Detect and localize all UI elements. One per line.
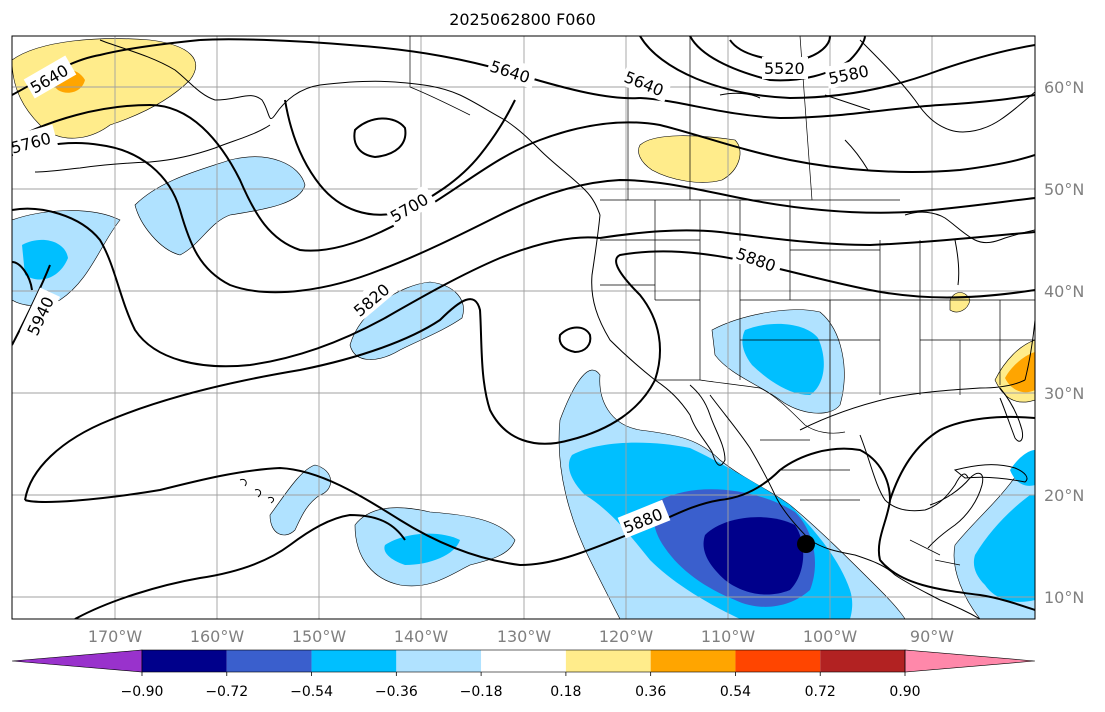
lat-tick-labels: 60°N 50°N 40°N 30°N 20°N 10°N (1044, 78, 1084, 607)
colorbar-tick-label: −0.90 (121, 684, 164, 700)
lon-tick-label: 170°W (88, 627, 143, 646)
lon-tick-labels: 170°W 160°W 150°W 140°W 130°W 120°W 110°… (88, 627, 954, 646)
lon-tick-label: 140°W (394, 627, 449, 646)
coastlines (34, 39, 1035, 619)
lat-tick-label: 20°N (1044, 486, 1084, 505)
colorbar-tick-label: 0.36 (635, 684, 666, 700)
shade-area-southeast-core (1005, 352, 1035, 393)
colorbar-tick-label: −0.72 (205, 684, 248, 700)
colorbar-tick-label: −0.36 (375, 684, 418, 700)
shade-area-caribbean-north (1010, 450, 1035, 486)
colorbar-tick-label: 0.90 (889, 684, 920, 700)
lon-tick-label: 100°W (803, 627, 858, 646)
contour-5880-cont (889, 415, 1035, 501)
colorbar-segment (565, 650, 651, 672)
lat-tick-label: 30°N (1044, 384, 1084, 403)
hawaii-islands (239, 479, 275, 504)
colorbar-tick-label: −0.18 (460, 684, 503, 700)
great-lakes (904, 211, 1035, 244)
contour-5580 (639, 36, 1035, 100)
colorbar-tick-label: 0.54 (720, 684, 751, 700)
central-america (894, 574, 981, 619)
colorbar-extend-left (11, 649, 143, 673)
shade-area-canada (638, 135, 741, 183)
contour-5760 (12, 142, 1035, 294)
colorbar-tick-label: 0.18 (550, 684, 581, 700)
lon-tick-label: 90°W (910, 627, 954, 646)
baja-california (689, 384, 726, 466)
east-coast (1024, 319, 1035, 381)
lat-tick-label: 60°N (1044, 78, 1084, 97)
lon-tick-label: 120°W (599, 627, 654, 646)
colorbar-segment (311, 650, 397, 672)
contour-5700 (12, 103, 1035, 252)
shade-area-caribbean-core (973, 495, 1035, 602)
alaska-peninsula (34, 124, 271, 173)
contour-label-5520: 5520 (764, 59, 805, 78)
colorbar-segment (142, 650, 227, 672)
contour-closed-high (558, 326, 592, 354)
mexico-pacific-coast (709, 394, 896, 576)
colorbar-segment (396, 650, 482, 672)
contour-5940-south (74, 513, 406, 619)
contour-label-group: 5520 5580 5640 5640 5640 5700 5760 5820 … (12, 53, 876, 539)
lon-tick-label: 110°W (701, 627, 756, 646)
west-coast-us (591, 214, 691, 416)
colorbar-outline (141, 649, 906, 673)
us-states (600, 200, 1035, 440)
map-title: 2025062800 F060 (449, 10, 596, 29)
colorbar-tick-label: 0.72 (805, 684, 836, 700)
cuba (953, 464, 1028, 483)
contour-closed-low (353, 117, 407, 159)
colorbar-segment (820, 650, 905, 672)
colorbar-extend-right (904, 649, 1036, 673)
alaska-canada-border (409, 36, 471, 116)
colorbar-tick-label: −0.54 (290, 684, 333, 700)
contour-5640-top (199, 38, 641, 100)
contour-5880-south (24, 447, 1035, 611)
gulf-coast (799, 379, 1026, 431)
lon-tick-label: 150°W (292, 627, 347, 646)
hudson-region (859, 39, 1035, 133)
map-frame (11, 35, 1036, 620)
map-panel (12, 36, 1035, 619)
shade-area-west-core (22, 239, 68, 280)
lake-michigan (954, 239, 960, 286)
map-gridlines (12, 36, 1035, 619)
colorbar-segment (226, 650, 312, 672)
shade-area-north-pacific (134, 156, 306, 256)
shade-area-southwest-us-core (742, 323, 824, 395)
colorbar-segment (735, 650, 821, 672)
mexico-gulf-coast (859, 434, 969, 512)
colorbar-segment (650, 650, 736, 672)
lon-tick-label: 130°W (497, 627, 552, 646)
central-america-borders (909, 539, 961, 566)
mexico-states (760, 439, 860, 501)
filled-circle-icon (797, 535, 815, 553)
contour-5640-right (639, 94, 1035, 120)
lat-tick-label: 50°N (1044, 180, 1084, 199)
contour-5820 (12, 207, 601, 368)
colorbar-segment (481, 650, 566, 672)
lon-tick-label: 160°W (190, 627, 245, 646)
lat-tick-label: 40°N (1044, 282, 1084, 301)
contour-5820-east (599, 229, 1035, 247)
yucatan (927, 472, 984, 549)
contour-5940 (12, 261, 33, 291)
us-mexico-border (655, 379, 846, 434)
lat-tick-label: 10°N (1044, 588, 1084, 607)
colorbar: −0.90 −0.72 −0.54 −0.36 −0.18 0.18 0.36 0.54 0.7… (11, 649, 1036, 700)
alaska-coast (99, 39, 601, 216)
